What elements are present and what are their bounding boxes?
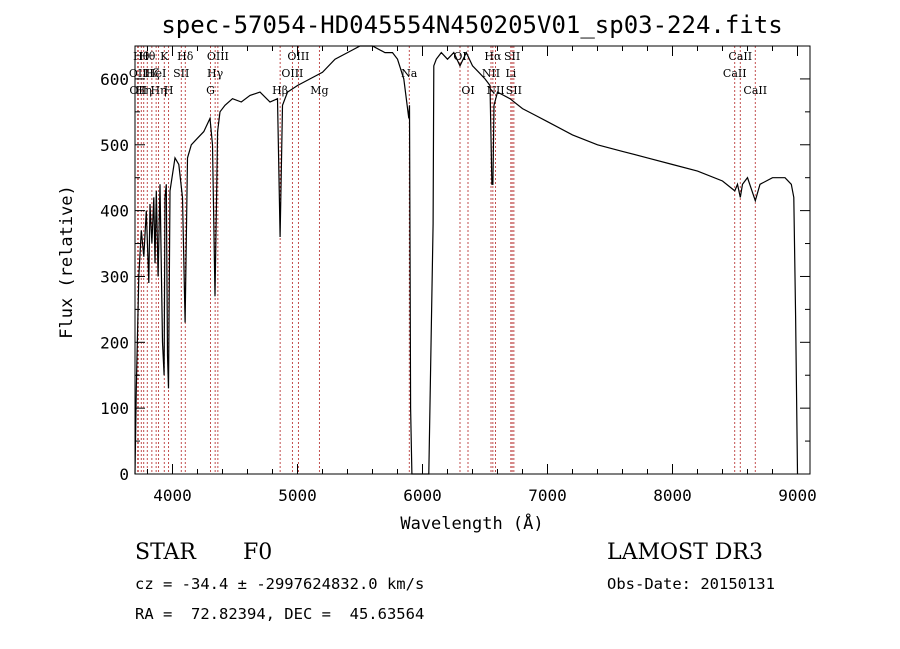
emission-line-markers [137,46,756,474]
y-tick-label: 600 [100,70,129,89]
line-marker-label: CaII [743,84,767,97]
x-tick-label: 7000 [528,486,567,505]
line-marker-label: Hδ [177,50,194,63]
x-axis-ticks: 4000 5000 6000 7000 8000 9000 [147,46,817,505]
line-marker-label: OIII [281,67,303,80]
spectrum-line [134,45,799,475]
x-tick-label: 8000 [653,486,692,505]
line-marker-label: K [160,50,169,63]
line-marker-label: SII [173,67,189,80]
line-marker-label: OII [129,67,147,80]
x-tick-label: 6000 [403,486,442,505]
y-tick-label: 100 [100,399,129,418]
line-marker-label: OII [129,84,147,97]
y-tick-label: 0 [119,465,129,484]
line-marker-label: CaII [723,67,747,80]
line-marker-label: OIII [207,50,229,63]
line-marker-label: Li [505,67,516,80]
y-axis-ticks: 0 100 200 300 400 500 600 [100,45,810,484]
line-marker-label: Mg [310,84,328,97]
y-tick-label: 300 [100,267,129,286]
line-marker-label: H [164,84,174,97]
line-marker-label: HeI [146,67,166,80]
line-marker-label: SII [504,50,520,63]
line-marker-label: Hθ [139,50,156,63]
y-axis-label: Flux (relative) [57,185,77,339]
x-tick-label: 4000 [153,486,192,505]
coordinates: RA = 72.82394, DEC = 45.63564 [135,605,425,623]
velocity-readout: cz = -34.4 ± -2997624832.0 km/s [135,575,425,593]
line-marker-label: Hα [484,50,502,63]
line-marker-label: SII [506,84,522,97]
line-marker-label: Hγ [207,67,224,80]
object-class: STAR [135,540,196,565]
line-marker-label: Hη [151,84,167,97]
line-marker-label: CaII [728,50,752,63]
line-marker-label: OI [461,84,474,97]
line-marker-label: Na [401,67,418,80]
line-marker-label: NII [482,67,500,80]
x-tick-label: 5000 [278,486,317,505]
line-marker-label: Hθ [133,50,150,63]
observation-date: Obs-Date: 20150131 [607,575,775,593]
y-tick-label: 200 [100,333,129,352]
x-tick-label: 9000 [778,486,817,505]
subclass: F0 [243,540,273,565]
line-marker-label: Hη [136,84,152,97]
x-axis-label: Wavelength (Å) [400,512,543,534]
y-tick-label: 400 [100,202,129,221]
line-marker-label: Hβ [272,84,288,97]
line-marker-label: G [206,84,215,97]
plot-frame [134,45,811,475]
line-marker-label: Hζ [144,67,160,80]
survey-name: LAMOST DR3 [607,540,763,565]
y-tick-label: 500 [100,136,129,155]
line-marker-label: OIII [287,50,309,63]
chart-title: spec-57054-HD045554N450205V01_sp03-224.f… [161,11,782,39]
